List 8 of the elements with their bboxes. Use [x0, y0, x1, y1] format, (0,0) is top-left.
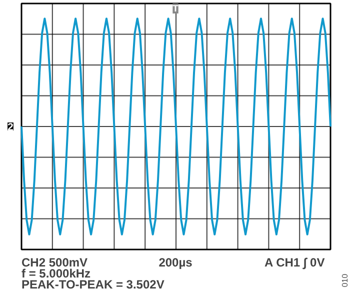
text: A CH1 ∫ 0V [264, 256, 325, 270]
text: f = 5.000kHz [22, 266, 91, 280]
text: PEAK-TO-PEAK = 3.502V [22, 278, 164, 291]
text: 200µs [158, 256, 193, 270]
text: 010 [340, 273, 350, 288]
text: 2 [8, 122, 14, 134]
text: CH2 500mV [22, 256, 88, 270]
text: T [172, 4, 179, 14]
